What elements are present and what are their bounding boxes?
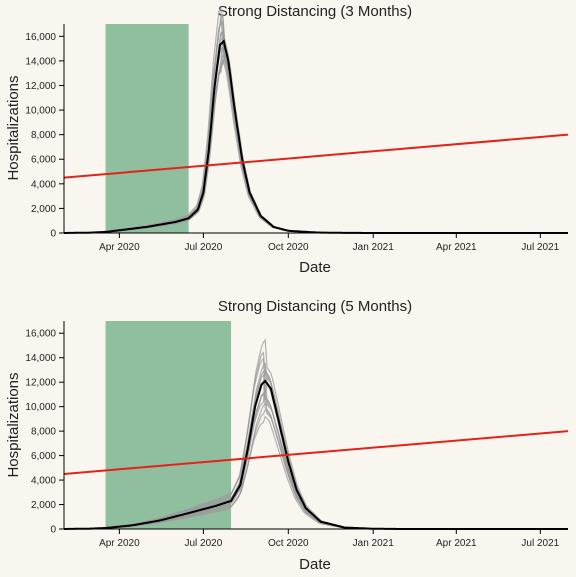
y-tick-label: 6,000 [31,451,56,462]
y-tick-label: 12,000 [25,81,56,92]
x-tick-label: Oct 2020 [268,538,309,549]
y-tick-label: 12,000 [25,378,56,389]
distancing-period-band [105,24,189,233]
y-tick-label: 16,000 [25,329,56,340]
y-tick-label: 0 [50,525,56,536]
y-tick-label: 10,000 [25,106,56,117]
x-tick-label: Jan 2021 [353,242,395,253]
x-tick-label: Jul 2020 [184,242,222,253]
x-tick-label: Apr 2020 [99,242,140,253]
distancing-period-band [105,321,232,529]
y-tick-label: 14,000 [25,56,56,67]
x-tick-label: Apr 2020 [99,538,140,549]
y-axis-label: Hospitalizations [5,372,22,477]
y-tick-label: 10,000 [25,402,56,413]
x-tick-label: Apr 2021 [436,538,477,549]
x-tick-label: Jan 2021 [353,538,395,549]
x-tick-label: Jul 2020 [184,538,222,549]
x-tick-label: Apr 2021 [436,242,477,253]
y-tick-label: 2,000 [31,500,56,511]
y-tick-label: 2,000 [31,204,56,215]
y-axis-label: Hospitalizations [5,75,22,180]
plot-area [63,6,569,234]
y-tick-label: 6,000 [31,155,56,166]
axes: 0 2,000 4,000 6,000 8,000 10,000 12,000 14,000 1… [25,24,568,253]
y-tick-label: 8,000 [31,130,56,141]
chart-panel-3-months: Strong Distancing (3 Months) 0 2,000 4,000… [5,3,569,276]
y-tick-label: 8,000 [31,427,56,438]
axes: 0 2,000 4,000 6,000 8,000 10,000 12,000 14,000 1… [25,321,568,549]
y-tick-label: 4,000 [31,476,56,487]
x-axis-label: Date [299,259,331,276]
x-tick-label: Jul 2021 [521,242,559,253]
y-tick-label: 14,000 [25,353,56,364]
x-axis-label: Date [299,556,331,573]
capacity-line [63,133,569,179]
chart-title: Strong Distancing (3 Months) [218,3,412,20]
y-tick-label: 0 [50,229,56,240]
plot-area [63,321,569,530]
chart-panel-5-months: Strong Distancing (5 Months) 0 2,000 4,000… [5,298,569,573]
x-tick-label: Oct 2020 [268,242,309,253]
y-tick-label: 16,000 [25,32,56,43]
chart-title: Strong Distancing (5 Months) [218,298,412,315]
capacity-line [63,430,569,475]
x-tick-label: Jul 2021 [521,538,559,549]
y-tick-label: 4,000 [31,179,56,190]
